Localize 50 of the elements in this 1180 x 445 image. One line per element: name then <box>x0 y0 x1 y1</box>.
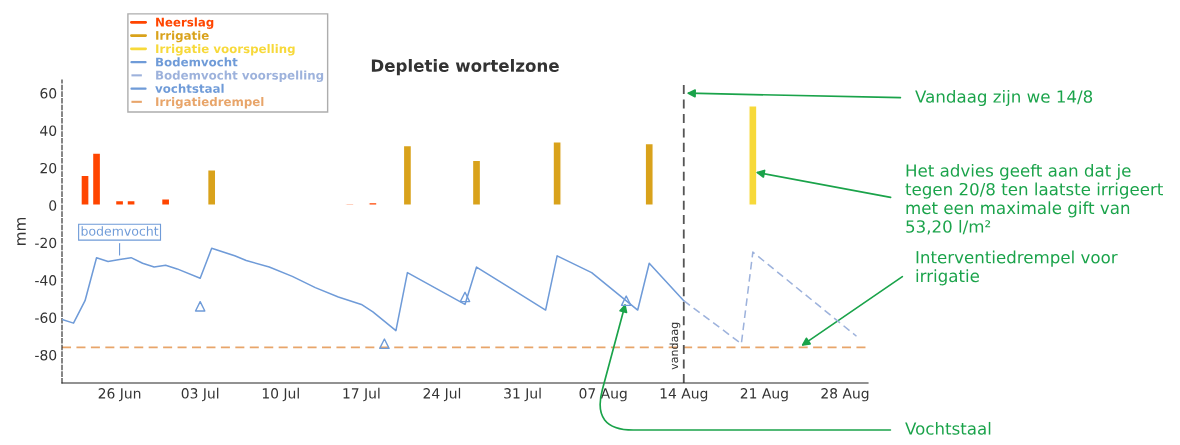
bar <box>91 152 102 207</box>
x-tick-label: 14 Aug <box>660 388 708 402</box>
chart-title: Depletie wortelzone <box>371 59 559 76</box>
x-tick-label: 07 Aug <box>579 388 627 402</box>
x-tick-label: 28 Aug <box>821 388 869 402</box>
bar <box>114 199 125 207</box>
ref-line-label: vandaag <box>669 322 681 370</box>
annotation: Vochtstaal <box>905 421 991 435</box>
bar <box>471 159 482 207</box>
y-tick-label: 0 <box>49 200 57 211</box>
bar <box>368 201 378 207</box>
x-tick-label: 31 Jul <box>504 387 541 402</box>
bar <box>126 199 136 207</box>
legend-label: Neerslag <box>156 17 214 29</box>
legend-label: Bodemvocht <box>156 57 238 67</box>
y-tick-label: -80 <box>35 349 57 361</box>
y-tick-label: -40 <box>35 275 57 286</box>
line-series <box>683 251 858 345</box>
x-tick-label: 26 Jun <box>98 388 141 402</box>
point <box>194 300 206 312</box>
point <box>459 291 471 303</box>
annotation: Vandaag zijn we 14/8 <box>915 89 1093 107</box>
x-tick-label: 24 Jul <box>423 387 461 402</box>
point <box>379 338 390 350</box>
bar <box>80 174 90 207</box>
annotation: bodemvocht <box>81 226 159 236</box>
y-tick-label: -20 <box>35 237 57 249</box>
x-tick-label: 03 Jul <box>181 387 219 402</box>
x-tick-label: 10 Jul <box>262 387 299 402</box>
bar <box>160 198 171 207</box>
legend-label: Irrigatiedrempel <box>156 96 264 109</box>
legend-label: Irrigatie <box>156 30 209 43</box>
bar <box>748 105 758 207</box>
y-tick-label: 20 <box>40 162 57 174</box>
x-tick-label: 21 Aug <box>740 388 788 402</box>
legend-label: Bodemvocht voorspelling <box>156 70 324 83</box>
legend-label: vochtstaal <box>155 83 224 93</box>
bar <box>402 144 413 207</box>
bar <box>552 141 562 207</box>
y-tick-label: -60 <box>35 312 57 324</box>
annotation: Interventiedrempel voor irrigatie <box>916 250 1118 286</box>
point <box>620 295 632 307</box>
legend-label: Irrigatie voorspelling <box>156 44 295 56</box>
y-tick-label: 40 <box>40 125 57 136</box>
bar <box>206 169 217 207</box>
y-tick-label: 60 <box>40 88 57 99</box>
annotation: Het advies geeft aan dat je tegen 20/8 ten laatste irrigeert met een maximale gift van 53,20 l/m² <box>905 163 1163 235</box>
bar <box>644 142 654 207</box>
x-tick-label: 17 Jul <box>343 387 380 402</box>
y-axis-title: mm <box>17 217 26 245</box>
